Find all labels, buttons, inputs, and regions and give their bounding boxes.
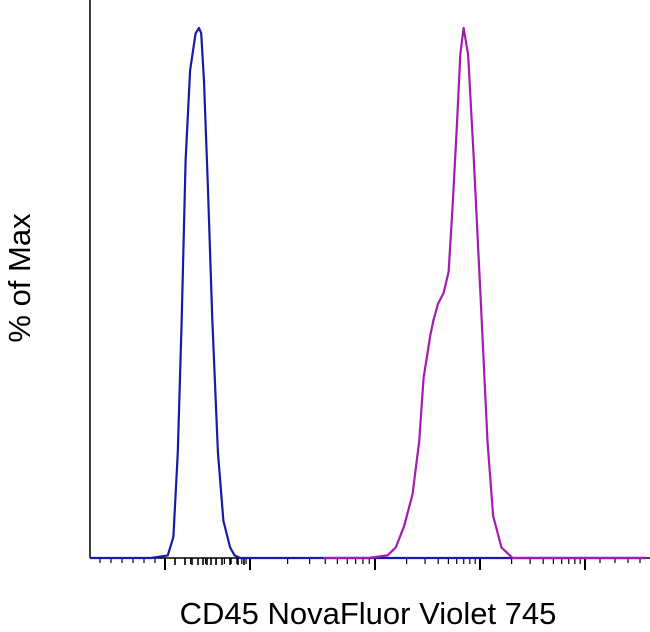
histogram-series-1 [90,26,646,560]
series-group [90,26,646,560]
plot-frame [89,0,650,559]
histogram-series-2 [323,26,646,560]
y-axis-label: % of Max [2,213,37,343]
x-axis-ticks [99,558,641,570]
x-axis-label: CD45 NovaFluor Violet 745 [180,596,557,631]
